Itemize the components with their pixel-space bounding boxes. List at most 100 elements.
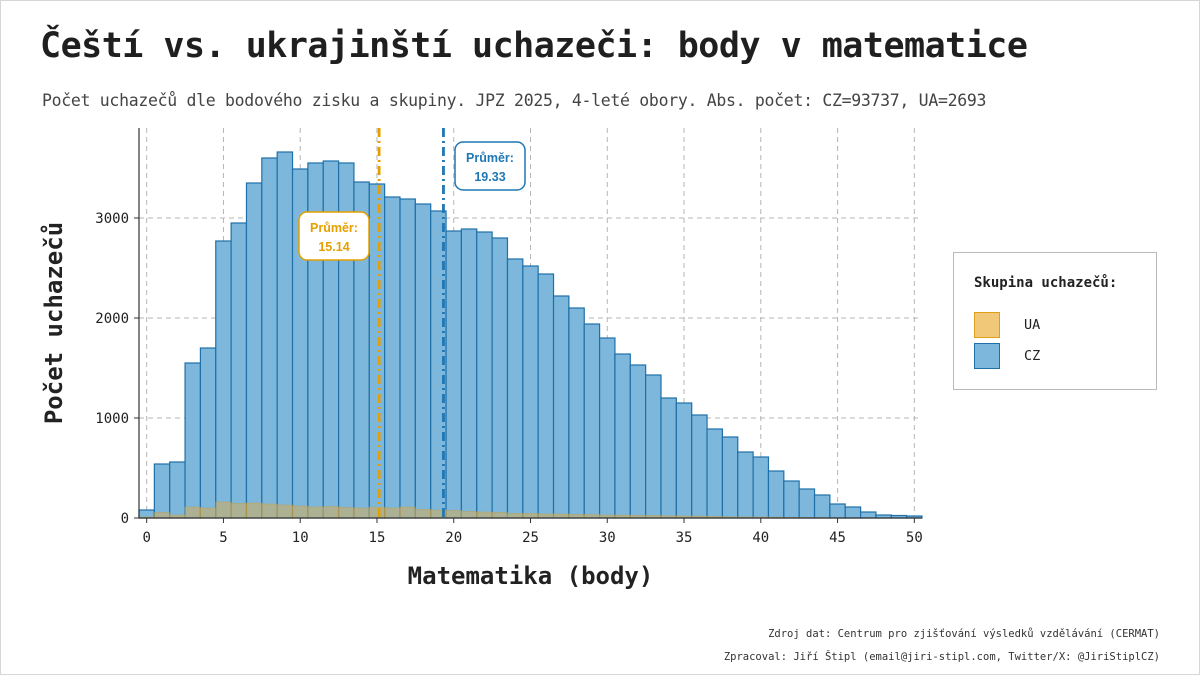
- cz-bar: [414, 203, 432, 519]
- x-tick-label: 30: [599, 530, 616, 546]
- cz-bar: [859, 511, 877, 519]
- y-tick-label: 3000: [95, 211, 129, 227]
- ua-bar: [200, 507, 217, 519]
- x-tick-label: 50: [906, 530, 923, 546]
- cz-bar: [384, 196, 401, 519]
- cz-bar: [445, 230, 463, 519]
- ua-bar: [507, 513, 524, 519]
- x-tick-label: 40: [752, 530, 769, 546]
- cz-bar: [184, 362, 202, 519]
- legend-title: Skupina uchazečů:: [974, 275, 1118, 291]
- cz-bar: [506, 258, 524, 519]
- legend-label-cz: CZ: [1024, 348, 1041, 364]
- cz-bar: [783, 480, 800, 519]
- chart-title: Čeští vs. ukrajinští uchazeči: body v ma…: [40, 26, 1028, 66]
- footer-source: Zdroj dat: Centrum pro zjišťování výsled…: [768, 628, 1160, 640]
- x-tick-label: 25: [522, 530, 539, 546]
- cz-bar: [522, 265, 539, 519]
- cz-bar: [798, 488, 816, 519]
- ua-bar: [353, 507, 370, 519]
- cz-bar: [215, 240, 232, 519]
- cz-bar: [199, 347, 217, 519]
- mean-box-ua: [298, 211, 370, 261]
- x-tick-label: 20: [445, 530, 462, 546]
- y-axis-label: Počet uchazečů: [39, 222, 68, 424]
- cz-bar: [552, 295, 570, 519]
- ua-bar: [399, 506, 416, 519]
- cz-bar: [660, 397, 677, 519]
- cz-bar: [752, 456, 770, 519]
- cz-bar: [583, 323, 601, 519]
- cz-bar: [261, 157, 278, 519]
- cz-bar: [537, 273, 555, 519]
- ua-bar: [522, 513, 539, 519]
- x-tick-label: 15: [369, 530, 386, 546]
- cz-bar: [568, 307, 585, 519]
- cz-bar: [598, 337, 616, 519]
- ua-bar: [292, 505, 309, 519]
- ua-bar: [230, 503, 247, 519]
- footer-author: Zpracoval: Jiří Štipl (email@jiri-stipl.…: [723, 651, 1160, 663]
- legend-swatch-cz: [974, 343, 1000, 369]
- cz-bar: [230, 222, 248, 519]
- cz-bar: [706, 428, 724, 519]
- cz-bar: [368, 183, 386, 519]
- cz-bar: [476, 231, 493, 519]
- ua-bar: [491, 512, 508, 519]
- cz-bar: [645, 374, 662, 519]
- ua-bar: [261, 503, 278, 519]
- cz-bar: [629, 364, 647, 519]
- x-tick-label: 5: [219, 530, 227, 546]
- cz-bar: [691, 414, 708, 519]
- legend: Skupina uchazečů: UA CZ: [953, 252, 1157, 390]
- cz-bar: [169, 461, 186, 519]
- mean-annotations: Průměr: 15.14 Průměr: 19.33: [298, 128, 526, 518]
- cz-bar: [767, 470, 785, 519]
- mean-label-ua: Průměr:: [310, 221, 358, 235]
- x-tick-label: 35: [676, 530, 693, 546]
- cz-bar: [614, 353, 631, 519]
- cz-bar: [276, 151, 294, 519]
- cz-bar: [829, 503, 846, 519]
- chart-subtitle: Počet uchazečů dle bodového zisku a skup…: [42, 91, 987, 110]
- legend-label-ua: UA: [1024, 317, 1041, 333]
- cz-bar: [844, 506, 862, 519]
- y-tick-label: 1000: [95, 411, 129, 427]
- ua-bar: [338, 507, 355, 519]
- ua-bar: [276, 504, 293, 519]
- cz-bar: [245, 182, 263, 519]
- ua-bar: [215, 501, 232, 519]
- cz-bar: [460, 228, 478, 519]
- cz-bar: [737, 451, 754, 519]
- axes: 0 5 10 15 20 25 30 35 40 45 50 0 1000 2000 3000 Matemat…: [39, 128, 923, 590]
- ua-bar: [445, 510, 462, 519]
- mean-box-cz: [454, 141, 526, 191]
- y-tick-label: 2000: [95, 311, 129, 327]
- ua-bar: [384, 507, 401, 519]
- x-tick-label: 10: [292, 530, 309, 546]
- mean-value-cz: 19.33: [474, 170, 505, 184]
- x-tick-label: 0: [142, 530, 150, 546]
- ua-bar: [461, 511, 478, 519]
- legend-swatch-ua: [974, 312, 1000, 338]
- ua-bar: [368, 506, 386, 519]
- ua-bar: [153, 512, 171, 519]
- ua-bar: [322, 506, 339, 519]
- x-axis-label: Matematika (body): [408, 562, 654, 590]
- cz-bar: [721, 436, 739, 519]
- mean-label-cz: Průměr:: [466, 151, 514, 165]
- ua-bar: [414, 509, 432, 519]
- y-tick-label: 0: [121, 511, 129, 527]
- cz-bar: [153, 463, 171, 519]
- cz-bar: [675, 402, 693, 519]
- mean-value-ua: 15.14: [318, 240, 349, 254]
- legend-item-ua: UA: [974, 311, 1040, 339]
- cz-bar: [491, 237, 509, 519]
- cz-bars: [138, 151, 923, 519]
- legend-item-cz: CZ: [974, 342, 1040, 370]
- x-tick-label: 45: [829, 530, 846, 546]
- ua-bar: [476, 511, 493, 519]
- ua-bar: [246, 502, 263, 519]
- cz-bar: [399, 198, 416, 519]
- ua-bar: [307, 506, 324, 519]
